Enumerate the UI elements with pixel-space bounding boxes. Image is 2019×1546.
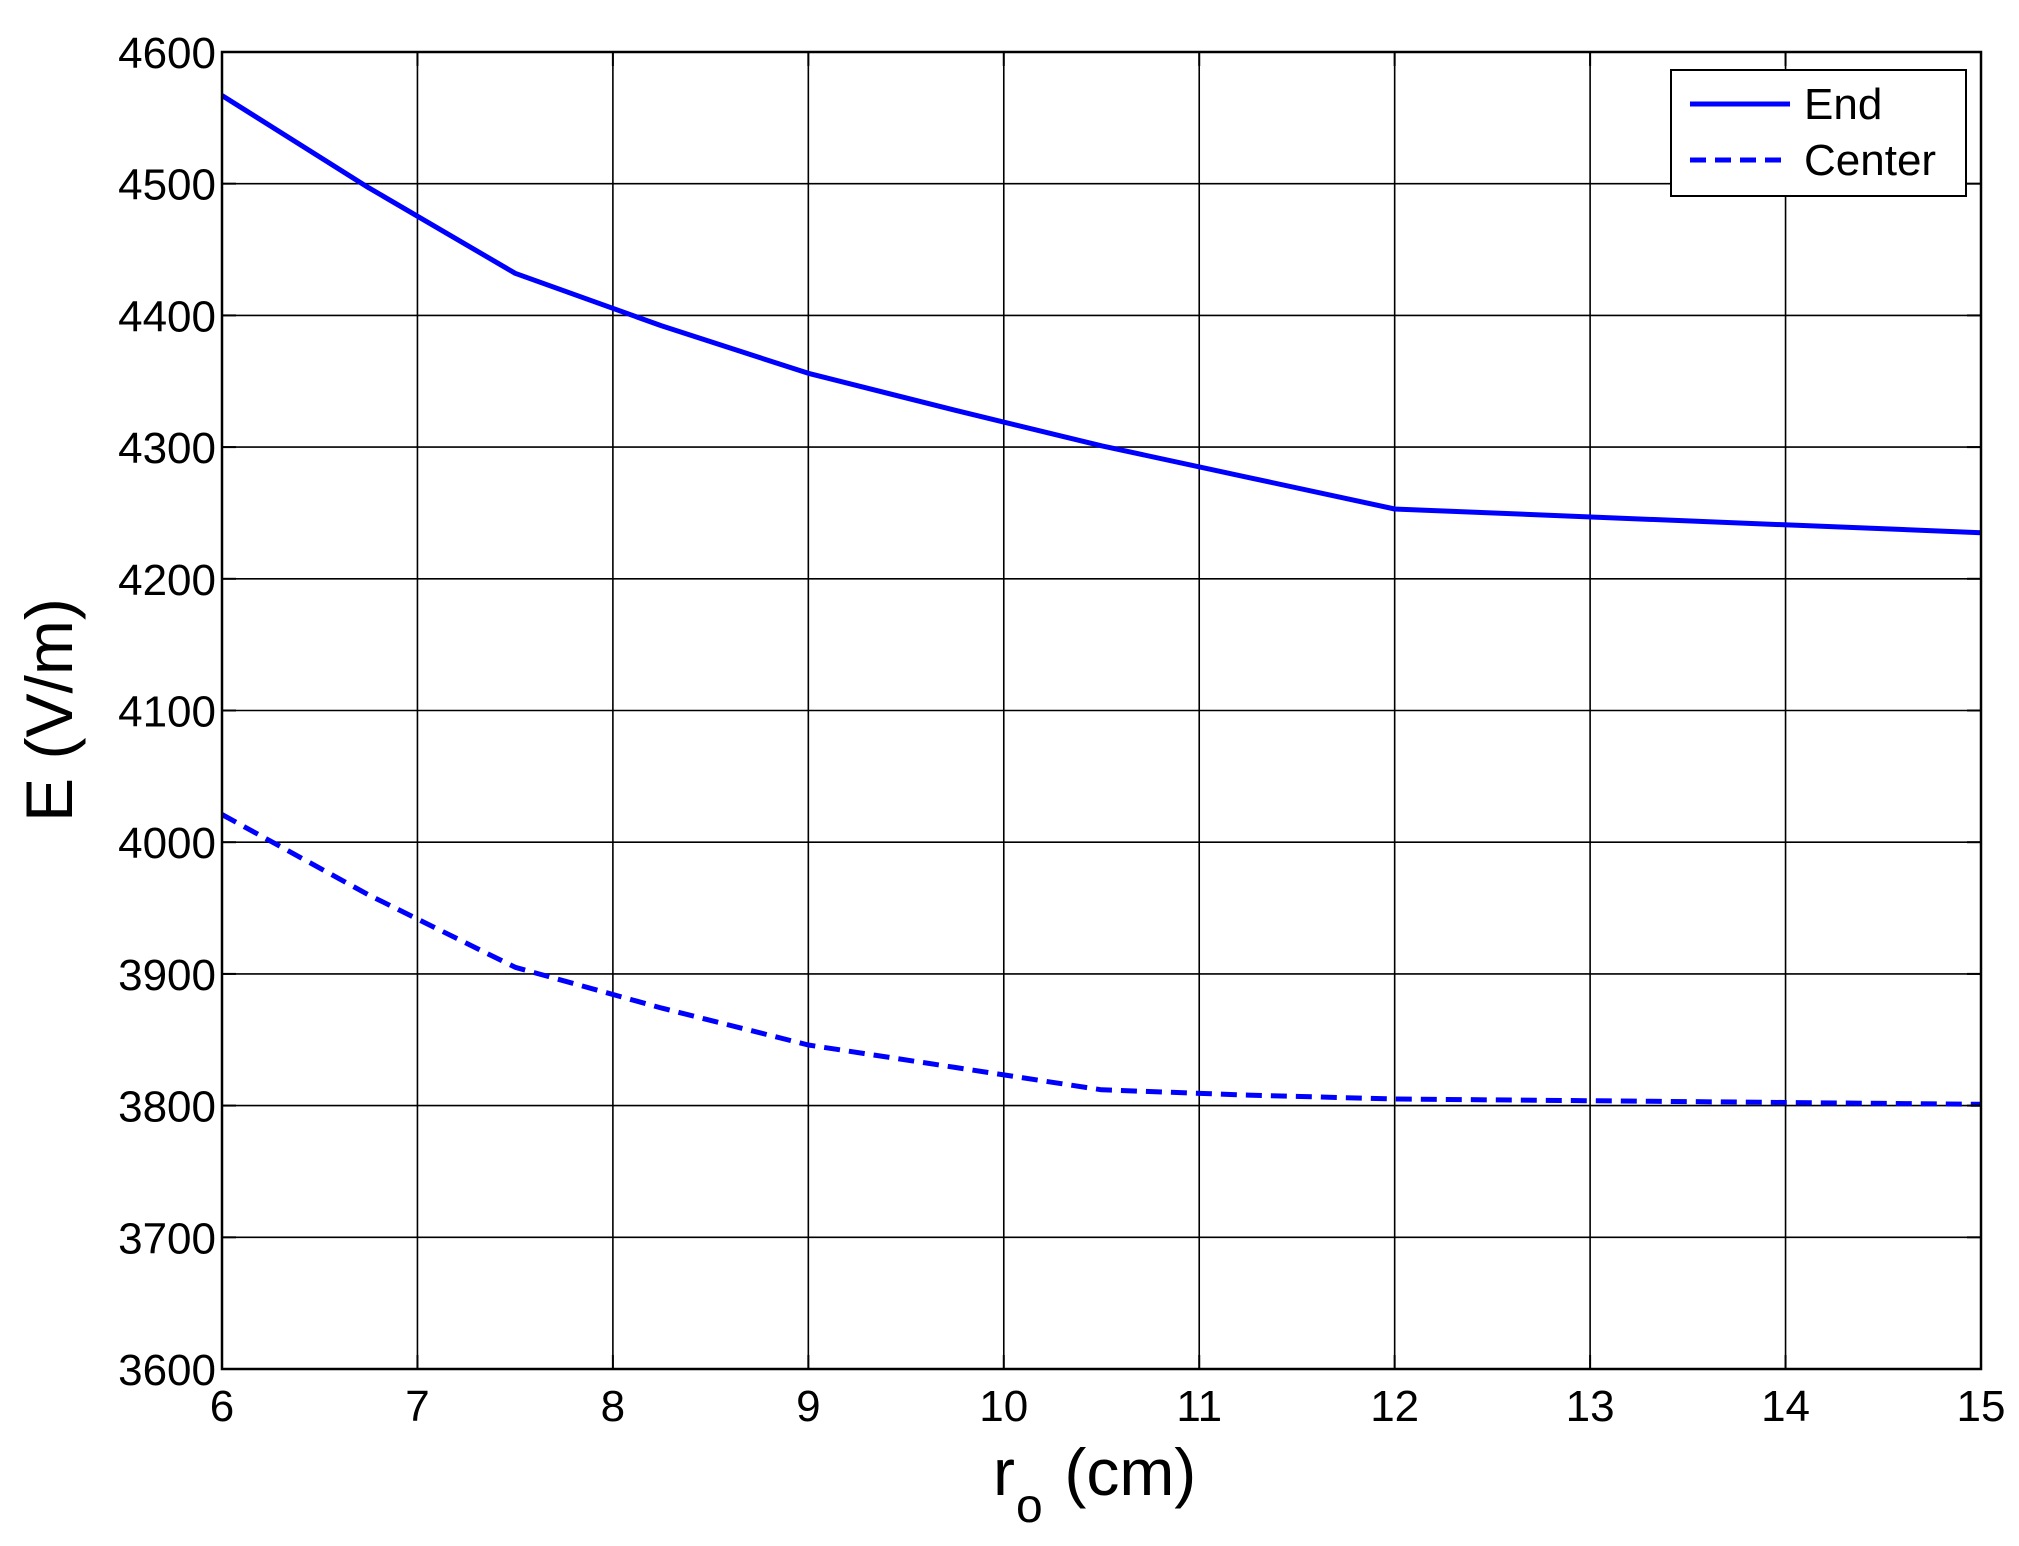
x-tick-label: 8: [601, 1382, 625, 1431]
y-tick-label: 3600: [118, 1346, 216, 1395]
x-tick-label: 6: [210, 1382, 234, 1431]
x-tick-label: 7: [405, 1382, 429, 1431]
y-tick-label: 3700: [118, 1214, 216, 1263]
y-tick-label: 4600: [118, 29, 216, 78]
series-layer: [220, 93, 1982, 1107]
tick-labels: 6 7 8 9 10 11 12 13 14 15 3600 3700 3800 3900 4000 4100…: [118, 29, 2005, 1431]
legend-label-end: End: [1804, 80, 1882, 129]
y-axis-label: E (V/m): [12, 598, 86, 822]
x-tick-label: 15: [1957, 1382, 2006, 1431]
y-tick-label: 4400: [118, 292, 216, 341]
x-tick-label: 13: [1566, 1382, 1615, 1431]
series-line-center: [220, 812, 1982, 1107]
axis-ticks: [221, 51, 1982, 1370]
y-axis-label-group: E (V/m): [12, 598, 86, 822]
legend: End Center: [1670, 69, 1967, 197]
x-axis-label-subscript: o: [1016, 1480, 1043, 1533]
y-tick-label: 3800: [118, 1083, 216, 1132]
x-tick-label: 14: [1761, 1382, 1810, 1431]
legend-label-center: Center: [1804, 136, 1936, 185]
y-tick-label: 4100: [118, 688, 216, 737]
x-axis-label-unit: (cm): [1046, 1435, 1196, 1509]
y-tick-label: 4500: [118, 161, 216, 210]
x-tick-label: 9: [796, 1382, 820, 1431]
x-tick-label: 12: [1370, 1382, 1419, 1431]
y-tick-label: 4000: [118, 819, 216, 868]
legend-box: [1670, 69, 1967, 197]
x-tick-label: 10: [979, 1382, 1028, 1431]
y-tick-label: 3900: [118, 951, 216, 1000]
x-axis-label-group: r o (cm): [993, 1435, 1196, 1533]
x-tick-label: 11: [1176, 1382, 1222, 1431]
x-axis-label-main: r: [993, 1435, 1015, 1509]
y-tick-label: 4300: [118, 424, 216, 473]
y-tick-label: 4200: [118, 556, 216, 605]
series-line-end: [220, 93, 1982, 536]
